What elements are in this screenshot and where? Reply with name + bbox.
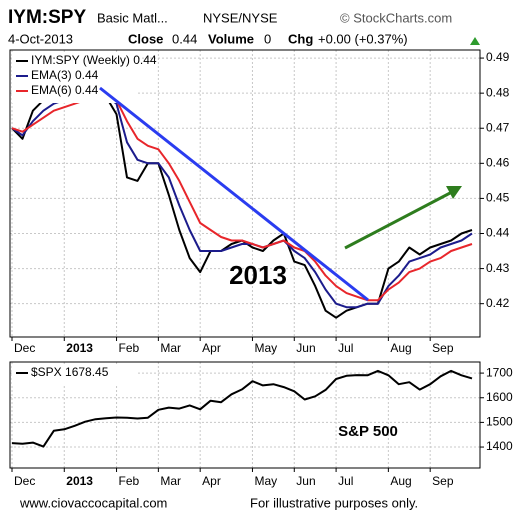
x-tick-label: Dec xyxy=(14,474,35,488)
x-tick-label: Aug xyxy=(390,474,411,488)
series-line xyxy=(11,369,473,448)
y-tick-label: 0.46 xyxy=(486,155,510,169)
y-tick-label: 1400 xyxy=(486,439,513,453)
y-tick-label: 0.43 xyxy=(486,261,510,275)
x-tick-label: May xyxy=(254,474,277,488)
plot-frame xyxy=(9,361,481,469)
x-tick-label: Jun xyxy=(296,474,315,488)
annotation: S&P 500 xyxy=(338,423,398,440)
legend-box xyxy=(12,364,137,385)
y-tick-label: 0.45 xyxy=(486,191,510,205)
y-tick-label: 0.49 xyxy=(486,50,510,64)
symbol: IYM:SPY xyxy=(8,7,86,28)
x-tick-label: 2013 xyxy=(66,474,93,488)
x-tick-label: Sep xyxy=(432,474,454,488)
up-icon xyxy=(470,37,480,45)
x-tick-label: Mar xyxy=(160,474,181,488)
x-tick-label: Feb xyxy=(119,474,140,488)
source: © StockCharts.com xyxy=(340,10,452,25)
y-tick-label: 0.42 xyxy=(486,296,510,310)
x-tick-label: Sep xyxy=(432,341,454,355)
x-tick-label: Aug xyxy=(390,341,411,355)
x-tick-label: Jul xyxy=(338,474,353,488)
legend-label: EMA(6) 0.44 xyxy=(31,83,99,97)
legend-label: $SPX 1678.45 xyxy=(31,365,109,379)
x-tick-label: May xyxy=(254,341,277,355)
close-label: Close xyxy=(128,31,163,46)
y-tick-label: 1700 xyxy=(486,365,513,379)
x-tick-label: Dec xyxy=(14,341,35,355)
chg: +0.00 (+0.37%) xyxy=(318,31,408,46)
x-tick-label: 2013 xyxy=(66,341,93,355)
name: Basic Matl... xyxy=(97,10,168,25)
date: 4-Oct-2013 xyxy=(8,31,73,46)
volume-label: Volume xyxy=(208,31,254,46)
x-tick-label: Mar xyxy=(160,341,181,355)
chg-label: Chg xyxy=(288,31,313,46)
arrow-shaft xyxy=(344,190,453,250)
legend-label: IYM:SPY (Weekly) 0.44 xyxy=(31,53,157,67)
x-tick-label: Jul xyxy=(338,341,353,355)
annotation: 2013 xyxy=(229,260,287,290)
x-tick-label: Apr xyxy=(202,474,221,488)
legend-label: EMA(3) 0.44 xyxy=(31,68,99,82)
x-tick-label: Apr xyxy=(202,341,221,355)
y-tick-label: 0.48 xyxy=(486,85,510,99)
close: 0.44 xyxy=(172,31,197,46)
legend-box xyxy=(12,52,137,103)
volume: 0 xyxy=(264,31,271,46)
y-tick-label: 1500 xyxy=(486,415,513,429)
trend-line xyxy=(99,86,369,302)
exchange: NYSE/NYSE xyxy=(203,10,278,25)
plot-frame xyxy=(9,49,481,338)
x-tick-label: Feb xyxy=(119,341,140,355)
arrow-head xyxy=(446,186,462,199)
y-tick-label: 1600 xyxy=(486,390,513,404)
y-tick-label: 0.47 xyxy=(486,120,510,134)
footer-url: www.ciovaccocapital.com xyxy=(19,495,167,510)
x-tick-label: Jun xyxy=(296,341,315,355)
y-tick-label: 0.44 xyxy=(486,226,510,240)
footer-note: For illustrative purposes only. xyxy=(250,495,418,510)
